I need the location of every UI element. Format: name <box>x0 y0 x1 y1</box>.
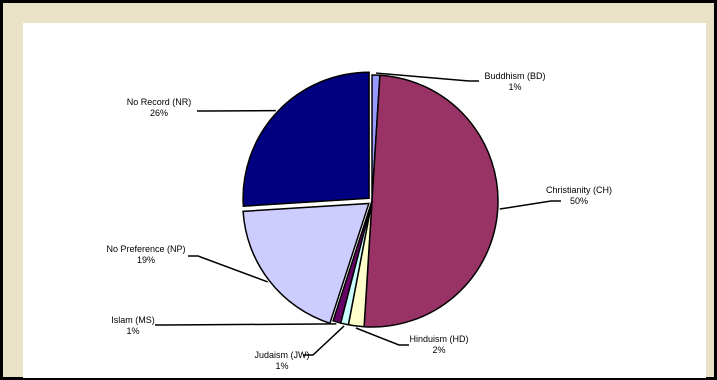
slice-percent-label: 1% <box>275 361 288 371</box>
slice-label: Buddhism (BD) <box>484 71 545 81</box>
slice-percent-label: 50% <box>570 196 588 206</box>
slice-percent-label: 1% <box>126 326 139 336</box>
slice-label: Judaism (JW) <box>254 350 309 360</box>
slice-percent-label: 26% <box>150 108 168 118</box>
leader-line <box>355 327 409 346</box>
slice-label: Hinduism (HD) <box>409 334 468 344</box>
leader-line <box>303 325 345 356</box>
slice-label: No Preference (NP) <box>106 244 185 254</box>
leader-line <box>375 72 479 82</box>
pie-slice-no <box>242 71 370 207</box>
plot-area: Buddhism (BD) 1% Christianity (CH) 50% Hindu… <box>23 23 706 378</box>
slice-label: Islam (MS) <box>111 315 155 325</box>
leader-line <box>188 255 268 283</box>
slice-percent-label: 2% <box>432 345 445 355</box>
slice-label: Christianity (CH) <box>546 185 612 195</box>
leader-line <box>499 200 561 210</box>
slice-percent-label: 1% <box>508 82 521 92</box>
pie-chart: Buddhism (BD)1%Christianity (CH)50%Hindu… <box>106 71 612 371</box>
pie-slice-christianity <box>363 74 499 328</box>
slice-percent-label: 19% <box>137 255 155 265</box>
pie-slice-no <box>242 202 370 325</box>
pie-slice-islam <box>332 200 373 324</box>
leader-line <box>155 323 337 326</box>
slice-label: No Record (NR) <box>127 97 192 107</box>
